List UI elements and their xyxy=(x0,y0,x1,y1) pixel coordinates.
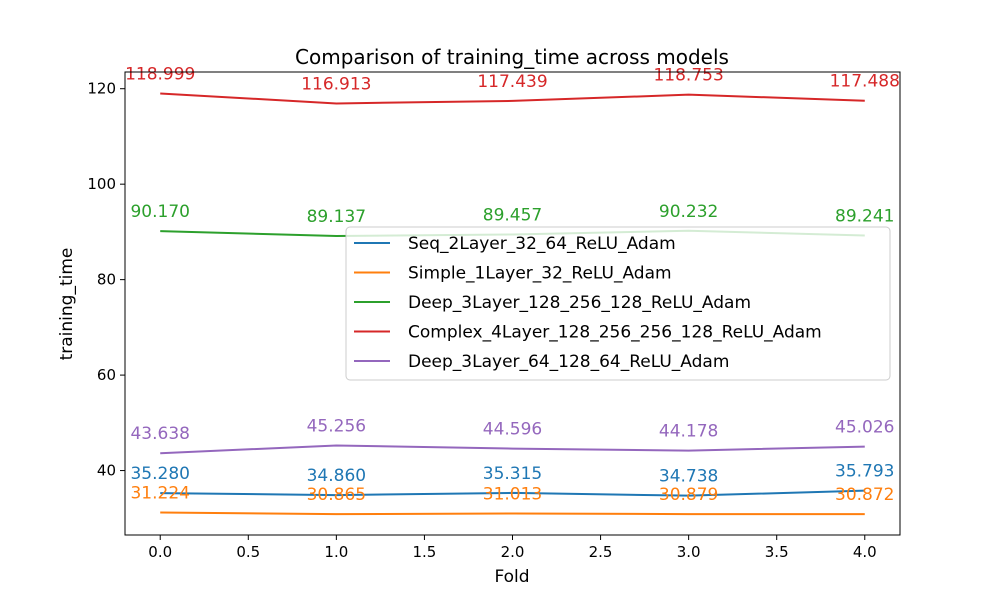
legend: Seq_2Layer_32_64_ReLU_Adam Simple_1Layer_… xyxy=(346,227,890,380)
data-label: 35.793 xyxy=(835,462,894,482)
data-label: 117.488 xyxy=(830,72,900,92)
legend-entry-label: Deep_3Layer_128_256_128_ReLU_Adam xyxy=(408,293,751,313)
data-label: 43.638 xyxy=(130,424,189,444)
data-label: 30.865 xyxy=(307,485,366,505)
data-label: 35.280 xyxy=(130,464,189,484)
data-label: 45.026 xyxy=(835,418,894,438)
data-label: 89.241 xyxy=(835,207,894,227)
data-label: 117.439 xyxy=(477,72,547,92)
y-tick-label: 80 xyxy=(97,271,116,289)
x-tick-label: 4.0 xyxy=(853,543,877,561)
data-label: 118.999 xyxy=(125,64,195,84)
legend-entry-label: Simple_1Layer_32_ReLU_Adam xyxy=(408,264,672,284)
x-tick-label: 2.0 xyxy=(501,543,525,561)
x-tick-label: 1.5 xyxy=(413,543,437,561)
legend-entry-label: Complex_4Layer_128_256_256_128_ReLU_Adam xyxy=(408,323,822,343)
data-label: 34.860 xyxy=(307,466,366,486)
x-tick-label: 0.5 xyxy=(236,543,260,561)
x-tick-label: 0.0 xyxy=(148,543,172,561)
x-tick-label: 3.0 xyxy=(677,543,701,561)
data-label: 44.178 xyxy=(659,422,718,442)
legend-entry-label: Deep_3Layer_64_128_64_ReLU_Adam xyxy=(408,352,729,372)
data-label: 89.457 xyxy=(483,205,542,225)
data-label: 30.872 xyxy=(835,485,894,505)
y-axis-label: training_time xyxy=(57,248,77,361)
data-label: 31.013 xyxy=(483,484,542,504)
data-label: 34.738 xyxy=(659,467,718,487)
data-label: 31.224 xyxy=(130,483,189,503)
series-line xyxy=(160,512,865,514)
data-label: 30.879 xyxy=(659,485,718,505)
series-line xyxy=(160,93,865,103)
legend-entry-label: Seq_2Layer_32_64_ReLU_Adam xyxy=(408,234,676,254)
data-label: 118.753 xyxy=(653,66,723,86)
y-tick-label: 60 xyxy=(97,366,116,384)
data-label: 90.170 xyxy=(130,202,189,222)
data-label: 45.256 xyxy=(307,416,366,436)
data-label: 44.596 xyxy=(483,420,542,440)
y-tick-label: 120 xyxy=(87,80,116,98)
data-label: 116.913 xyxy=(301,74,371,94)
data-label: 89.137 xyxy=(307,207,366,227)
x-axis-label: Fold xyxy=(494,567,529,587)
data-label: 35.315 xyxy=(483,464,542,484)
y-tick-label: 100 xyxy=(87,175,116,193)
x-tick-label: 3.5 xyxy=(765,543,789,561)
data-label: 90.232 xyxy=(659,202,718,222)
y-tick-label: 40 xyxy=(97,462,116,480)
x-tick-label: 2.5 xyxy=(589,543,613,561)
x-tick-label: 1.0 xyxy=(324,543,348,561)
series-line xyxy=(160,445,865,453)
